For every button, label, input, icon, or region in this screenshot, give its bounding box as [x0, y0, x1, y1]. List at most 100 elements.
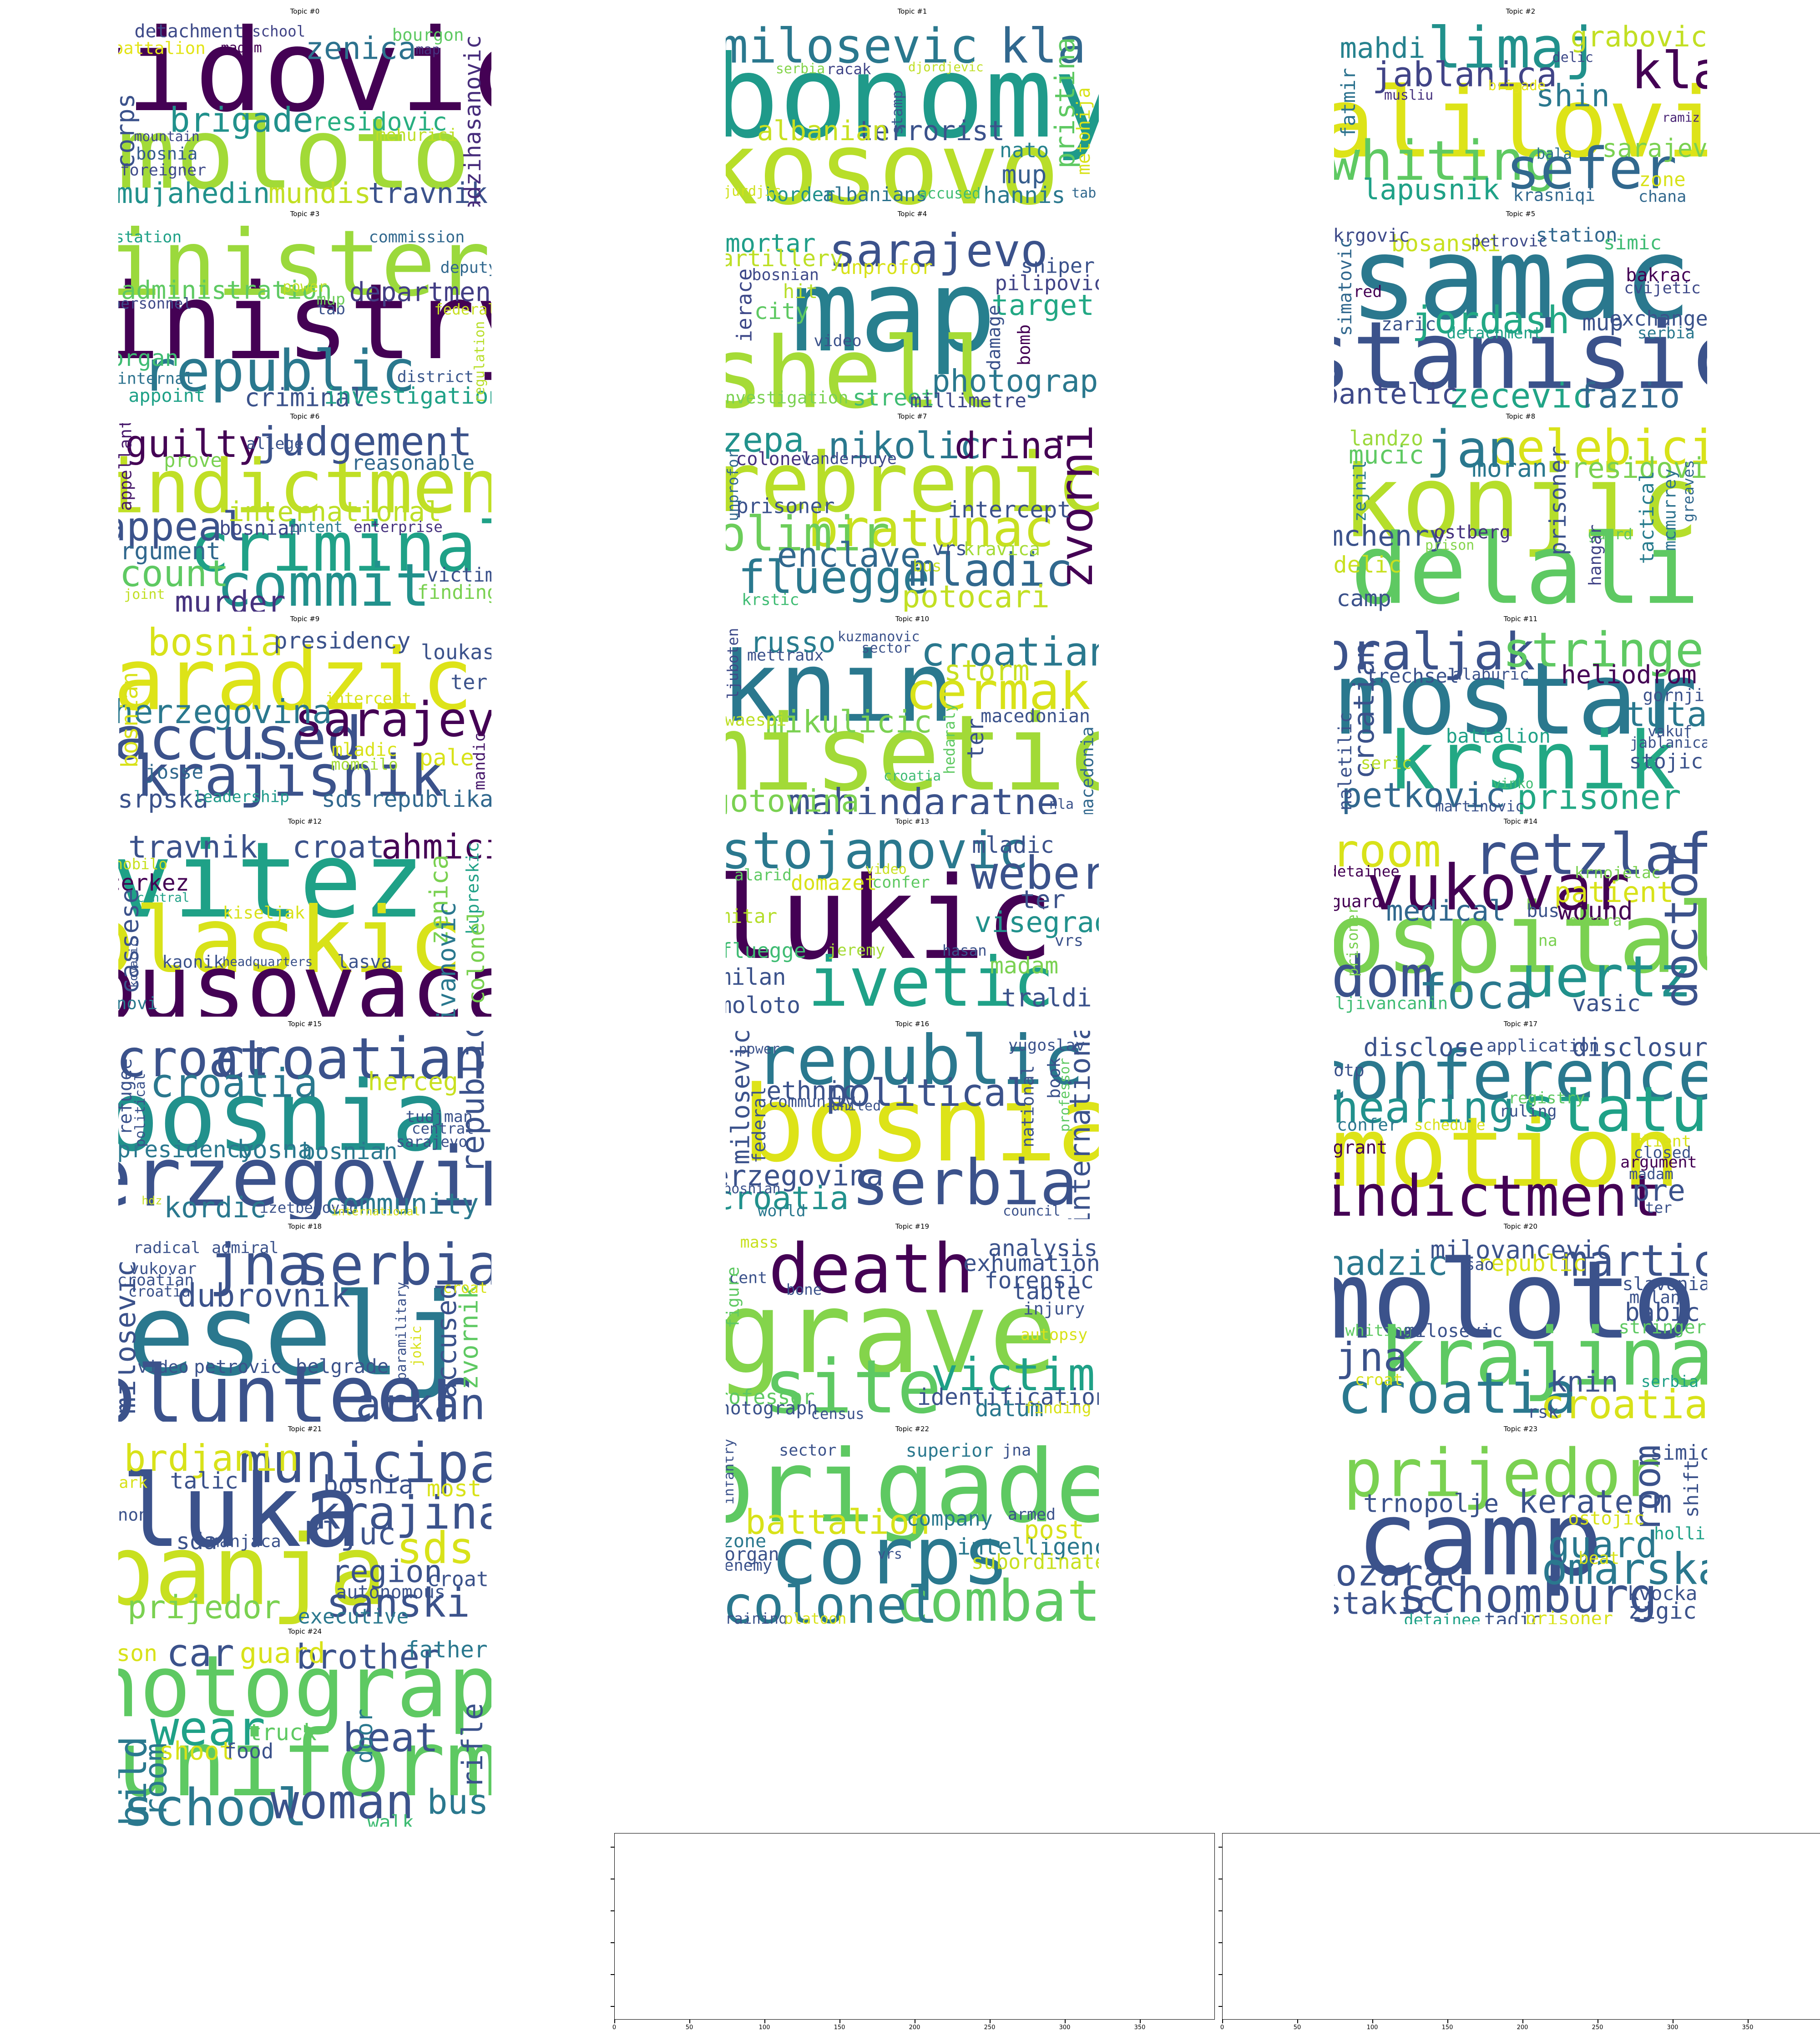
panel-title: Topic #19 [895, 1222, 930, 1231]
cloud-word: son [118, 1640, 158, 1667]
cloud-word: wound [1557, 896, 1633, 926]
cloud-word: djordjevic [908, 59, 984, 74]
cloud-word: mup [316, 290, 345, 309]
cloud-word: herzegovina [118, 693, 332, 732]
cloud-word: power [738, 1041, 780, 1058]
cloud-word: client [1633, 1132, 1691, 1151]
cloud-word: racak [826, 60, 871, 78]
panel-title: Topic #13 [895, 817, 930, 826]
cloud-word: bosnia [742, 1064, 1099, 1185]
cloud-word: cvijetic [1624, 279, 1701, 298]
cloud-word: jordash [1411, 299, 1570, 343]
cloud-word: konjic [1342, 445, 1699, 560]
cloud-word: ramiz [1662, 110, 1700, 125]
cloud-word: madam [221, 40, 262, 56]
cloud-word: finding [1024, 1399, 1092, 1418]
x-tick-label: 0 [1220, 2024, 1224, 2031]
cloud-word: battalion [118, 38, 206, 58]
cloud-word: video [814, 332, 862, 350]
x-tick-label: 150 [1441, 2024, 1453, 2031]
cloud-word: enclave [777, 535, 921, 575]
cloud-word: croatia [150, 1060, 318, 1107]
cloud-word: border [765, 183, 835, 206]
cloud-word: croatia [128, 1283, 191, 1301]
cloud-word: city [754, 298, 809, 324]
cloud-word: organ [726, 1544, 779, 1565]
cloud-word: prison [1425, 537, 1475, 554]
cloud-word: hearing [1334, 1083, 1515, 1133]
cloud-word: prisoner [1344, 906, 1361, 977]
cloud-word: herzegovina [726, 1159, 884, 1192]
x-tick-label: 350 [1134, 2024, 1146, 2031]
cloud-word: krajina [1379, 1311, 1707, 1404]
cloud-word: mahindaratne [788, 780, 1059, 814]
cloud-word: detainee [1404, 1611, 1481, 1624]
cloud-word: mundis [268, 176, 371, 207]
cloud-word: international [228, 496, 442, 528]
cloud-word: ljuboten [726, 628, 742, 699]
cloud-word: woman [270, 1774, 415, 1827]
cloud-word: accused [118, 704, 363, 774]
cloud-word: exchange [1609, 306, 1707, 331]
word-cloud: vitezblaskicbusovaca ahmicicroat travnik ce… [118, 828, 491, 1017]
cloud-word: guard [1587, 526, 1633, 543]
cloud-word: knin [726, 631, 954, 744]
panel-title: Topic #23 [1503, 1425, 1538, 1433]
cloud-word: shift [1680, 1459, 1703, 1518]
cloud-word: vinko [1492, 775, 1534, 792]
cloud-word: nobilo [118, 855, 167, 873]
cloud-word: zivanovic [432, 902, 461, 1017]
cloud-word: belgrade [295, 1355, 389, 1378]
cloud-word: photograph [931, 363, 1099, 399]
cloud-word: madam [1629, 1165, 1673, 1183]
cloud-word: delic [1552, 49, 1593, 66]
cloud-word: pale [419, 744, 474, 771]
cloud-word: potocari [901, 578, 1050, 612]
cloud-word: corps [770, 1510, 1010, 1603]
cloud-word: enterprise [354, 518, 443, 536]
cloud-word: vitez [118, 828, 425, 942]
cloud-word: sds [321, 785, 363, 812]
panel-title: Topic #11 [1503, 615, 1538, 623]
cloud-word: vukovar [129, 1260, 197, 1278]
cloud-word: stamp [888, 90, 906, 135]
cloud-word: bosnia [136, 143, 198, 164]
cloud-word: krajina [313, 1486, 491, 1540]
cloud-word: cermak [905, 661, 1091, 721]
panel-title: Topic #20 [1503, 1222, 1538, 1231]
cloud-word: deputy [440, 258, 491, 277]
cloud-word: sds [396, 1523, 475, 1574]
cloud-word: hasan [942, 942, 987, 959]
x-tick [1297, 2020, 1298, 2023]
cloud-word: vrs [1054, 932, 1083, 950]
cloud-word: croatian [1540, 1381, 1707, 1422]
cloud-word: delic [1334, 551, 1402, 578]
word-cloud: molotokrajinacroatiacroatian martic hadzic… [1334, 1233, 1707, 1422]
cloud-word: bosnian [752, 266, 819, 284]
cloud-word: milosevic [1404, 1321, 1503, 1342]
cloud-word: bosnia [118, 1061, 450, 1174]
cloud-word: exhumation [963, 1250, 1099, 1277]
cloud-word: ter [1020, 885, 1066, 914]
word-cloud: grave death site victim analysis exhumation fo… [726, 1233, 1099, 1422]
cloud-word: foca [1418, 964, 1534, 1017]
cloud-word: ter [450, 670, 488, 694]
cloud-word: croatian [118, 1271, 194, 1289]
cloud-word: cent [729, 1269, 768, 1287]
panel-title: Topic #17 [1503, 1020, 1538, 1028]
word-cloud: vidovicmolotobrigade zenica mujahedinmundi… [118, 18, 491, 207]
cloud-word: most [426, 1475, 482, 1502]
cloud-word: leadership [193, 788, 289, 806]
cloud-word: republic [454, 1031, 491, 1174]
cloud-word: stojic [1629, 749, 1704, 774]
panel-title: Topic #8 [1506, 412, 1536, 420]
cloud-word: count [119, 552, 229, 595]
panel-title: Topic #0 [290, 7, 320, 15]
cloud-word: community [324, 1187, 479, 1219]
cloud-word: simic [1603, 232, 1662, 254]
panel-title: Topic #6 [290, 412, 320, 420]
cloud-word: jokic [409, 1326, 425, 1367]
cloud-word: vidovic [118, 18, 491, 137]
